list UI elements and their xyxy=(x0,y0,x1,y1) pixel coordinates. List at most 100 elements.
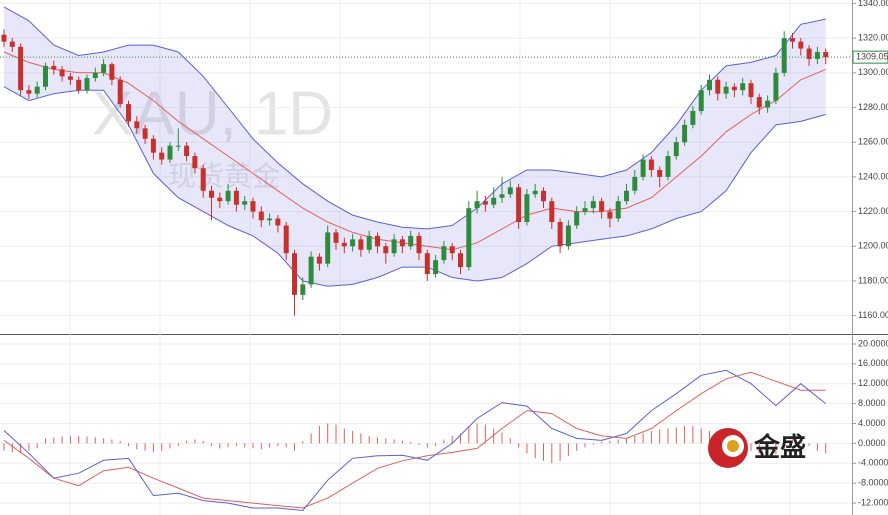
y-tick-label: 1160.00 xyxy=(858,310,888,320)
candle-body xyxy=(233,190,239,205)
candle-body xyxy=(632,176,638,191)
candle-body xyxy=(275,218,281,226)
y-tick-label: -12.0000 xyxy=(858,497,888,507)
y-tick-label: 1340.00 xyxy=(858,0,888,8)
candle-body xyxy=(350,239,356,247)
candle-body xyxy=(524,194,530,222)
candle-body xyxy=(333,232,339,243)
candle-body xyxy=(682,124,688,143)
candle-body xyxy=(325,232,331,264)
candle-body xyxy=(109,64,115,80)
candle-body xyxy=(590,201,596,209)
y-tick-label: 1200.00 xyxy=(858,241,888,251)
candle-body xyxy=(101,64,107,73)
candle-body xyxy=(59,69,65,77)
candle-body xyxy=(698,90,704,111)
y-tick-label: 4.0000 xyxy=(858,418,886,428)
candle-body xyxy=(391,239,397,254)
watermark-subtitle: 现货黄金 xyxy=(168,160,280,191)
candle-body xyxy=(192,156,198,169)
candle-body xyxy=(209,190,214,198)
candle-body xyxy=(565,225,571,247)
candle-body xyxy=(18,46,24,91)
candle-body xyxy=(67,76,73,80)
candle-body xyxy=(765,100,771,108)
candle-body xyxy=(707,79,712,91)
y-tick-label: 20.0000 xyxy=(858,338,888,348)
candle-body xyxy=(292,253,297,295)
y-tick-label: 1280.00 xyxy=(858,102,888,112)
candle-body xyxy=(117,79,123,105)
candle-body xyxy=(76,79,82,91)
candle-body xyxy=(574,211,580,226)
candle-body xyxy=(1,34,7,42)
y-tick-label: 1260.00 xyxy=(858,137,888,147)
candle-body xyxy=(532,190,538,195)
candle-body xyxy=(150,138,156,153)
candle-body xyxy=(549,201,555,222)
candle-body xyxy=(673,142,679,157)
y-tick-label: 1240.00 xyxy=(858,171,888,181)
candle-body xyxy=(466,208,472,268)
candle-body xyxy=(715,79,721,94)
y-tick-label: 16.0000 xyxy=(858,358,888,368)
candle-body xyxy=(582,208,588,212)
candle-body xyxy=(225,190,231,202)
candle-body xyxy=(424,253,430,275)
signal-line xyxy=(3,371,826,509)
y-tick-label: 1320.00 xyxy=(858,33,888,43)
candle-body xyxy=(458,253,463,268)
y-tick-label: 1220.00 xyxy=(858,206,888,216)
candle-body xyxy=(399,239,405,247)
candle-body xyxy=(690,111,696,125)
candle-body xyxy=(250,201,256,212)
y-tick-label: 0.0000 xyxy=(858,438,886,448)
candle-body xyxy=(358,239,364,250)
y-tick-label: -8.0000 xyxy=(858,478,888,488)
band-upper xyxy=(3,6,826,230)
candle-body xyxy=(723,86,729,94)
candle-body xyxy=(184,145,190,157)
candle-body xyxy=(175,145,181,147)
candle-body xyxy=(159,152,165,160)
band-lower xyxy=(3,86,826,287)
candle-body xyxy=(126,104,131,122)
y-tick-label: 1180.00 xyxy=(858,275,888,285)
candle-body xyxy=(449,246,455,254)
candle-body xyxy=(657,169,663,177)
candle-body xyxy=(607,211,613,219)
candle-body xyxy=(433,260,439,275)
candle-body xyxy=(806,48,812,59)
candle-body xyxy=(26,90,32,94)
candle-body xyxy=(84,78,90,91)
candle-body xyxy=(242,201,248,205)
logo-icon-core xyxy=(727,440,739,452)
candle-body xyxy=(366,235,372,250)
candle-body xyxy=(798,41,804,49)
candle-body xyxy=(507,187,513,195)
y-tick-label: 12.0000 xyxy=(858,378,888,388)
candle-body xyxy=(167,145,173,160)
candle-body xyxy=(300,284,306,295)
candle-body xyxy=(408,235,414,247)
candle-body xyxy=(823,52,829,58)
last-price-box xyxy=(852,50,888,64)
candle-body xyxy=(773,72,779,101)
candle-body xyxy=(43,65,48,87)
y-tick-label: 1300.00 xyxy=(858,67,888,77)
candle-body xyxy=(267,218,273,221)
candle-body xyxy=(648,159,654,170)
macd-line xyxy=(3,369,827,512)
candle-body xyxy=(790,38,795,42)
candle-body xyxy=(375,235,380,247)
candle-body xyxy=(599,201,605,212)
candle-body xyxy=(740,83,746,91)
last-price-label: 1309.05 xyxy=(856,52,888,62)
candle-body xyxy=(516,187,522,222)
candle-body xyxy=(499,194,505,198)
y-tick-label: 8.0000 xyxy=(858,398,886,408)
candle-body xyxy=(383,246,389,254)
candle-body xyxy=(217,197,223,202)
candle-body xyxy=(624,190,629,202)
